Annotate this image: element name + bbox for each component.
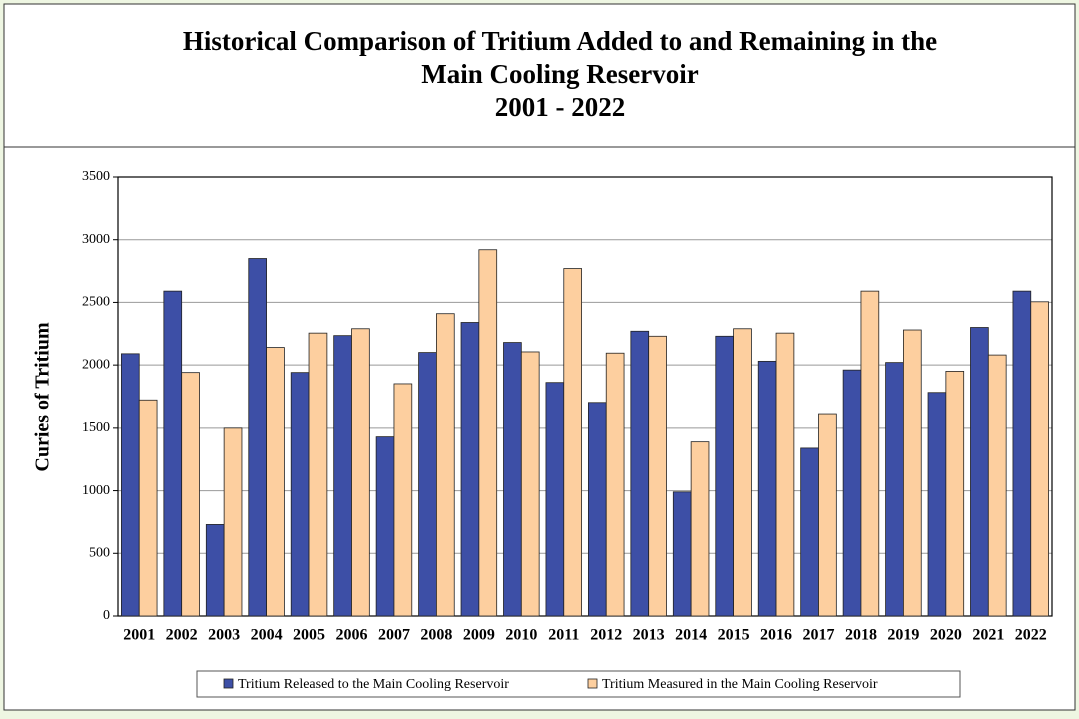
bar xyxy=(987,354,1007,617)
bar xyxy=(970,327,989,617)
bar xyxy=(587,402,607,617)
y-tick-label: 0 xyxy=(103,608,110,623)
bar xyxy=(248,258,267,617)
bar xyxy=(545,382,565,617)
legend-swatch xyxy=(223,678,234,689)
bar xyxy=(460,322,480,617)
y-axis-title: Curies of Tritium xyxy=(32,322,54,472)
bar xyxy=(308,332,328,617)
bar xyxy=(181,372,200,617)
bar xyxy=(138,399,158,617)
bar xyxy=(945,371,965,617)
bar xyxy=(266,347,285,617)
x-tick-label: 2001 xyxy=(123,627,155,644)
bar xyxy=(351,328,370,617)
bar xyxy=(885,362,904,617)
legend-label: Tritium Measured in the Main Cooling Res… xyxy=(602,677,878,692)
bar xyxy=(290,372,310,617)
x-tick-label: 2015 xyxy=(718,627,750,644)
x-tick-label: 2018 xyxy=(845,627,877,644)
bar xyxy=(418,352,437,617)
chart-title: Main Cooling Reservoir xyxy=(421,59,698,89)
x-tick-label: 2014 xyxy=(675,627,707,644)
y-tick-label: 2000 xyxy=(82,357,110,372)
x-tick-label: 2004 xyxy=(251,627,283,644)
bar xyxy=(775,332,795,617)
y-tick-label: 2500 xyxy=(82,295,110,310)
y-tick-label: 1000 xyxy=(82,483,110,498)
x-tick-label: 2016 xyxy=(760,627,792,644)
bar xyxy=(860,290,880,617)
bar xyxy=(800,447,819,617)
bar xyxy=(757,360,777,617)
x-tick-label: 2011 xyxy=(548,627,579,644)
bar xyxy=(690,441,710,617)
legend-swatch xyxy=(587,678,598,689)
bar xyxy=(1030,301,1050,617)
chart-title: Historical Comparison of Tritium Added t… xyxy=(183,26,937,56)
y-tick-label: 500 xyxy=(89,546,110,561)
bar xyxy=(520,351,540,617)
x-tick-label: 2019 xyxy=(887,627,919,644)
x-tick-label: 2021 xyxy=(972,627,1004,644)
bar xyxy=(205,524,225,617)
bar xyxy=(715,335,734,617)
bar xyxy=(630,330,650,617)
plot-frame xyxy=(117,176,1053,617)
bar xyxy=(375,436,395,617)
bar xyxy=(733,328,752,617)
bar xyxy=(648,335,667,617)
bar xyxy=(478,249,498,617)
x-tick-label: 2012 xyxy=(590,627,622,644)
x-tick-label: 2006 xyxy=(336,627,368,644)
bar xyxy=(903,329,922,617)
bar xyxy=(333,335,352,617)
y-tick-label: 3000 xyxy=(82,232,110,247)
x-tick-label: 2005 xyxy=(293,627,325,644)
x-tick-label: 2003 xyxy=(208,627,240,644)
x-tick-label: 2017 xyxy=(803,627,835,644)
bar xyxy=(393,383,413,617)
legend-box xyxy=(196,670,961,698)
x-tick-label: 2010 xyxy=(505,627,537,644)
chart-title: 2001 - 2022 xyxy=(495,92,626,122)
bar xyxy=(503,342,522,617)
bar xyxy=(842,369,862,617)
bar xyxy=(927,392,947,617)
bar xyxy=(163,290,183,617)
x-tick-label: 2022 xyxy=(1015,627,1047,644)
bar xyxy=(818,413,837,617)
x-tick-label: 2009 xyxy=(463,627,495,644)
bar xyxy=(436,313,455,617)
x-tick-label: 2008 xyxy=(420,627,452,644)
x-tick-label: 2007 xyxy=(378,627,410,644)
bar xyxy=(120,353,140,617)
bar xyxy=(605,352,625,617)
y-tick-label: 3500 xyxy=(82,169,110,184)
x-tick-label: 2002 xyxy=(166,627,198,644)
bar xyxy=(563,268,583,617)
legend-label: Tritium Released to the Main Cooling Res… xyxy=(238,677,509,692)
y-tick-label: 1500 xyxy=(82,420,110,435)
x-tick-label: 2013 xyxy=(633,627,665,644)
x-tick-label: 2020 xyxy=(930,627,962,644)
bar xyxy=(1012,290,1032,617)
title-panel xyxy=(3,3,1076,148)
bar xyxy=(672,491,692,617)
bar xyxy=(223,427,243,617)
